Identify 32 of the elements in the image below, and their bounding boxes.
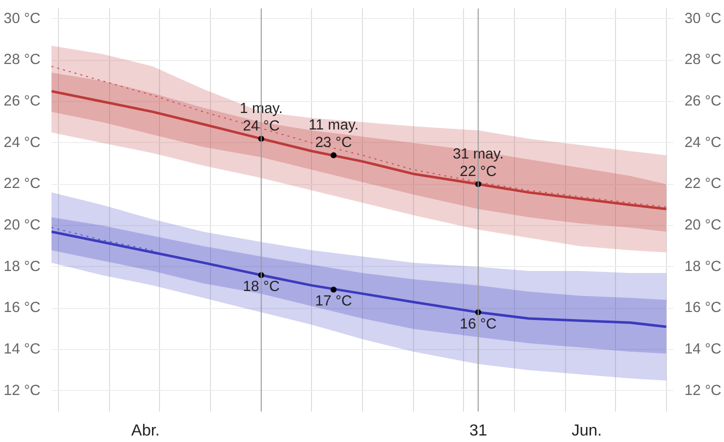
- y2-tick-label: 24 °C: [684, 134, 722, 151]
- y2-tick-label: 26 °C: [684, 94, 722, 110]
- annotation: 16 °C: [460, 316, 498, 332]
- annotation: 17 °C: [315, 294, 352, 310]
- y2-tick-label: 14 °C: [684, 342, 722, 358]
- y2-tick-label: 18 °C: [684, 258, 722, 275]
- annotation: 18 °C: [242, 279, 280, 296]
- y-tick-label: 16 °C: [4, 300, 41, 316]
- y-tick-label: 18 °C: [4, 258, 41, 275]
- y2-tick-label: 30 °C: [684, 10, 722, 27]
- y-tick-label: 26 °C: [4, 94, 41, 110]
- y-tick-label: 14 °C: [4, 342, 41, 358]
- y2-tick-label: 28 °C: [684, 52, 722, 68]
- y2-tick-label: 20 °C: [684, 218, 722, 234]
- annotation: 1 may. 24 °C: [240, 101, 283, 135]
- y-tick-label: 28 °C: [4, 52, 41, 68]
- y2-tick-label: 12 °C: [684, 382, 722, 399]
- line-series: [52, 230, 668, 328]
- y2-tick-label: 22 °C: [684, 176, 722, 192]
- y-tick-label: 12 °C: [4, 382, 41, 399]
- x-tick-label: 31: [469, 422, 488, 440]
- annotation: 31 may. 22 °C: [452, 146, 504, 180]
- x-tick-label: Abr.: [131, 422, 160, 440]
- y-tick-label: 24 °C: [4, 134, 41, 151]
- annotation: 11 may. 23 °C: [308, 118, 359, 152]
- y2-tick-label: 16 °C: [684, 300, 722, 316]
- line-series: [52, 66, 667, 208]
- line-series: [52, 90, 668, 210]
- y-tick-label: 22 °C: [4, 176, 41, 192]
- y-tick-label: 30 °C: [4, 10, 41, 27]
- y-tick-label: 20 °C: [4, 218, 41, 234]
- x-tick-label: Jun.: [572, 422, 602, 440]
